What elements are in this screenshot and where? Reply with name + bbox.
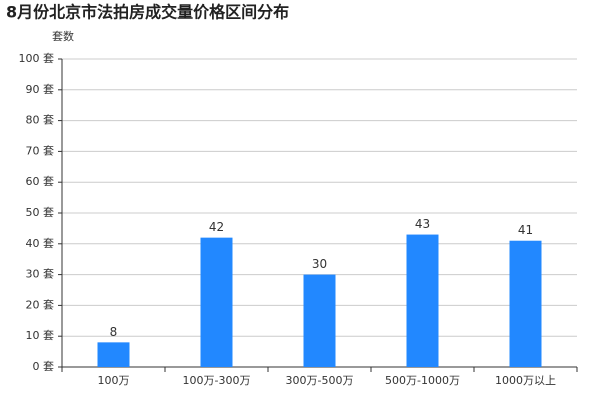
x-tick-label: 500万-1000万: [385, 374, 460, 387]
y-tick-label: 30 套: [26, 268, 55, 281]
y-tick-label: 70 套: [26, 144, 55, 157]
x-tick-label: 100万: [98, 374, 130, 387]
data-label: 42: [209, 220, 224, 234]
y-tick-label: 40 套: [26, 237, 55, 250]
x-tick-label: 100万-300万: [183, 374, 251, 387]
data-label: 30: [312, 257, 327, 271]
y-tick-label: 10 套: [26, 329, 55, 342]
y-tick-label: 100 套: [19, 52, 55, 65]
y-tick-label: 80 套: [26, 114, 55, 127]
y-tick-label: 50 套: [26, 206, 55, 219]
y-tick-label: 0 套: [33, 360, 55, 373]
data-label: 8: [110, 325, 118, 339]
y-tick-label: 60 套: [26, 175, 55, 188]
bar: [303, 274, 336, 367]
bar: [200, 237, 233, 367]
x-tick-label: 300万-500万: [286, 374, 354, 387]
data-label: 41: [518, 223, 533, 237]
y-axis-label: 套数: [52, 30, 74, 43]
chart-title: 8月份北京市法拍房成交量价格区间分布: [6, 3, 289, 22]
bar: [97, 342, 130, 367]
x-tick-label: 1000万以上: [495, 374, 556, 387]
data-label: 43: [415, 217, 430, 231]
y-tick-label: 90 套: [26, 83, 55, 96]
bar: [406, 234, 439, 367]
bar: [509, 240, 542, 367]
y-tick-label: 20 套: [26, 298, 55, 311]
